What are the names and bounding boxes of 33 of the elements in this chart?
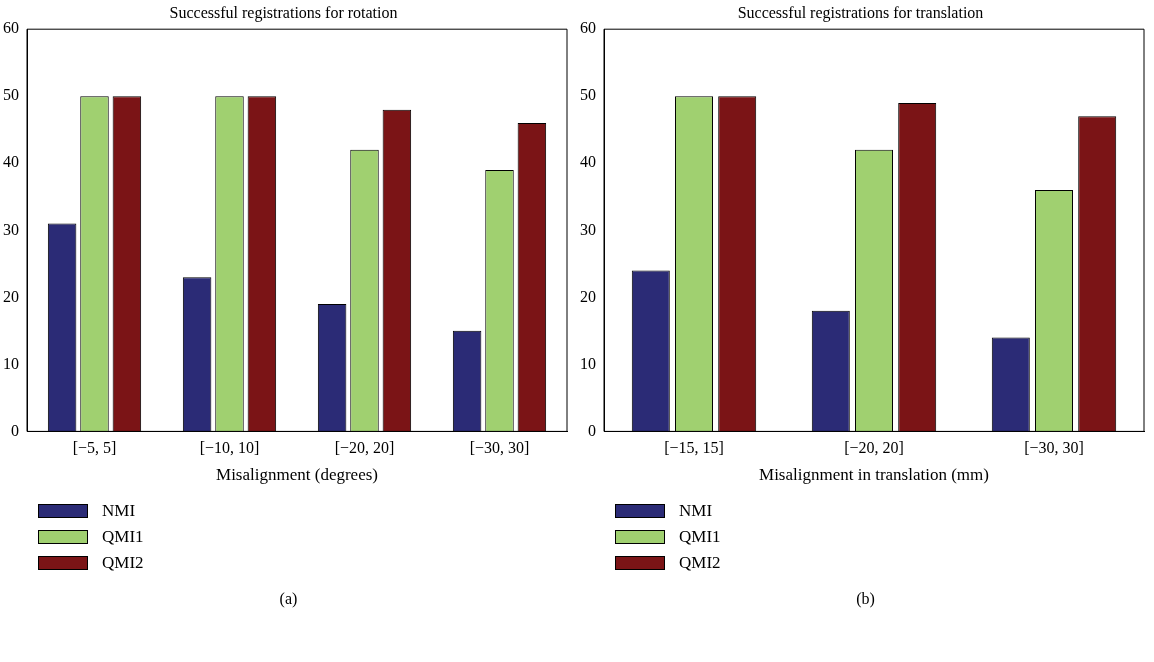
x-tick-label: [−15, 15] — [664, 439, 724, 457]
y-tick-label: 10 — [3, 354, 19, 372]
x-axis-title: Misalignment (degrees) — [216, 465, 378, 485]
y-tick-label: 20 — [580, 287, 596, 305]
y-tick-label: 50 — [3, 86, 19, 104]
legend-label: QMI1 — [102, 527, 144, 547]
legend-label: NMI — [102, 501, 136, 521]
legend-label: QMI1 — [679, 527, 721, 547]
x-tick-label: [−5, 5] — [72, 439, 117, 457]
x-tick-label: [−30, 30] — [1024, 439, 1084, 457]
y-tick-label: 30 — [580, 220, 596, 238]
legend-label: QMI2 — [679, 553, 721, 573]
x-axis-title: Misalignment in translation (mm) — [759, 465, 989, 485]
y-tick-label: 50 — [580, 86, 596, 104]
x-tick-label: [−20, 20] — [844, 439, 904, 457]
y-tick-label: 0 — [588, 421, 596, 439]
y-tick-label: 20 — [3, 287, 19, 305]
x-tick-label: [−10, 10] — [199, 439, 260, 457]
y-tick-label: 60 — [3, 19, 19, 37]
y-tick-label: 30 — [3, 220, 19, 238]
chart-title: Successful registrations for translation — [737, 3, 984, 22]
text: (a) — [278, 590, 299, 608]
y-tick-label: 40 — [3, 153, 19, 171]
x-tick-label: [−20, 20] — [334, 439, 395, 457]
chart-title: Successful registrations for rotation — [169, 3, 398, 22]
x-tick-label: [−30, 30] — [469, 439, 530, 457]
legend-label: QMI2 — [102, 553, 144, 573]
y-tick-label: 60 — [580, 19, 596, 37]
text: (b) — [855, 590, 876, 608]
y-tick-label: 0 — [11, 421, 19, 439]
legend-label: NMI — [679, 501, 713, 521]
y-tick-label: 10 — [580, 354, 596, 372]
y-tick-label: 40 — [580, 153, 596, 171]
